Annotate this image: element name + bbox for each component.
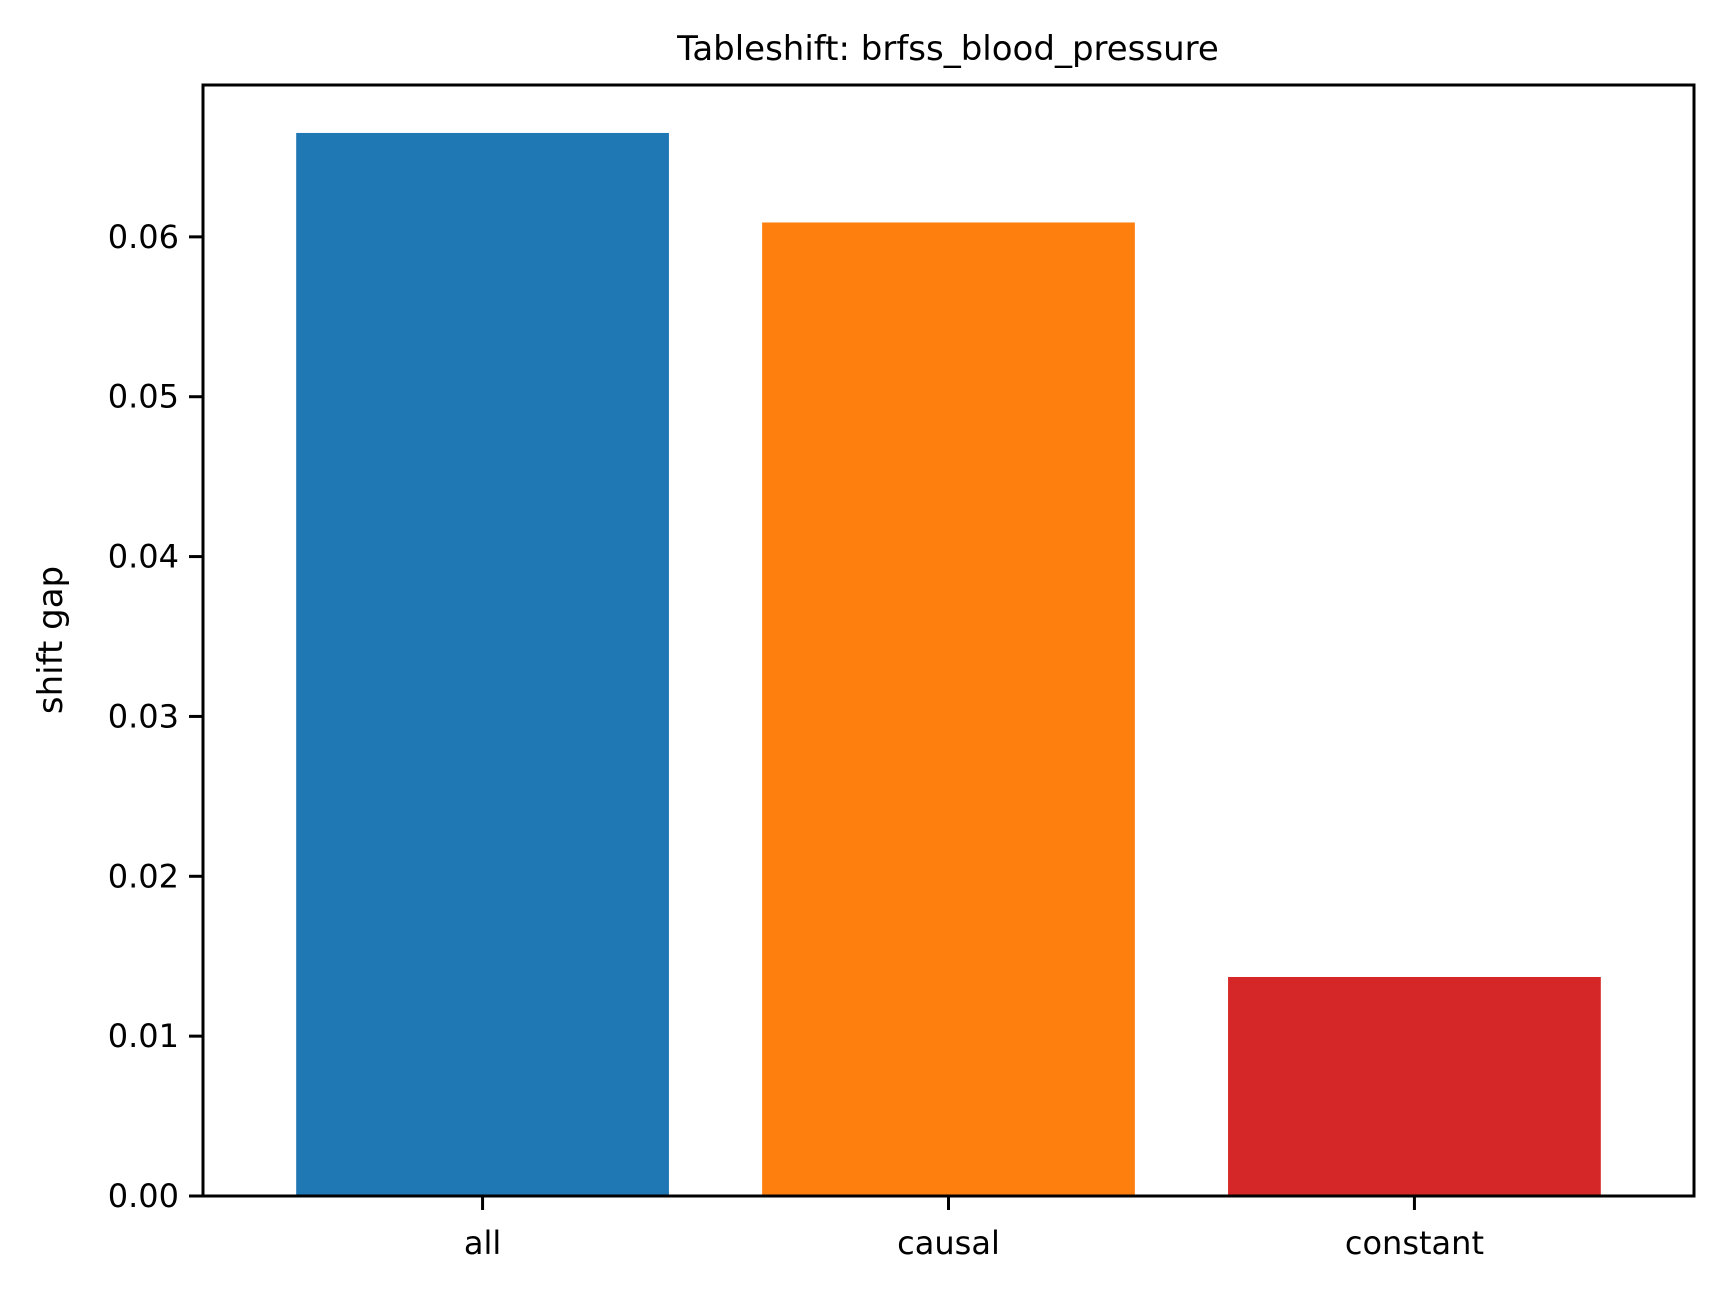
y-tick-label-2: 0.02	[108, 857, 179, 895]
bar-all	[296, 132, 669, 1197]
chart-title: Tableshift: brfss_blood_pressure	[676, 29, 1219, 69]
x-axis: all causal constant	[464, 1196, 1484, 1262]
y-tick-label-1: 0.01	[108, 1017, 179, 1055]
bar-constant	[1228, 976, 1601, 1196]
x-tick-label-all: all	[464, 1224, 501, 1262]
plot-frame	[201, 83, 1696, 1198]
y-tick-label-3: 0.03	[108, 697, 179, 735]
x-tick-label-constant: constant	[1345, 1224, 1484, 1262]
bar-causal	[762, 222, 1135, 1196]
bars-layer	[296, 132, 1601, 1197]
x-tick-label-causal: causal	[897, 1224, 1000, 1262]
y-tick-label-4: 0.04	[108, 538, 179, 576]
y-axis: 0.00 0.01 0.02 0.03 0.04 0.05 0.06	[108, 218, 203, 1215]
y-tick-label-5: 0.05	[108, 378, 179, 416]
y-tick-label-0: 0.00	[108, 1177, 179, 1215]
y-axis-label: shift gap	[31, 566, 71, 714]
y-tick-label-6: 0.06	[108, 218, 179, 256]
